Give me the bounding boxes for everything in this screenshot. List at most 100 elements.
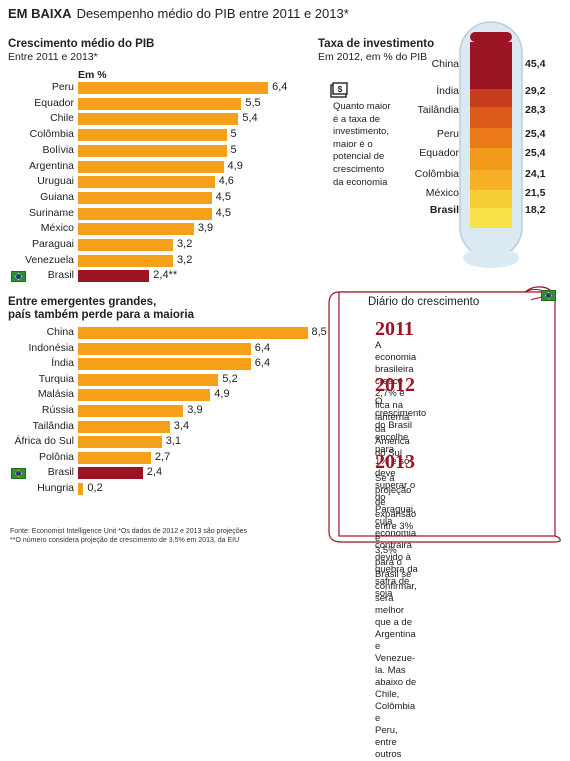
emerging-growth-value: 3,1 (165, 435, 181, 448)
gdp-growth-value: 4,5 (215, 206, 231, 219)
emerging-growth-value: 3,9 (187, 404, 203, 416)
thermometer-band (470, 42, 512, 89)
investment-country-label: Índia (436, 85, 459, 97)
thermometer-band (470, 128, 512, 148)
gdp-growth-bar (78, 254, 174, 267)
investment-country-label: Tailândia (417, 104, 459, 116)
investment-country-label: China (431, 58, 459, 70)
gdp-growth-bar-chart: Peru 6,4 Equador 5,5 Chile 5,4 Colômbia 5 Bolívi… (0, 0, 300, 290)
gdp-growth-value: 4,9 (227, 159, 243, 172)
chart2-title-line2: país também perde para a maioria (8, 309, 194, 321)
emerging-growth-bar (78, 389, 211, 402)
diary-year: 2013 (375, 451, 415, 473)
money-icon: $ (330, 82, 348, 98)
emerging-growth-bar (78, 436, 162, 449)
gdp-growth-bar (78, 207, 212, 220)
gdp-growth-value: 3,9 (197, 222, 214, 235)
svg-text:$: $ (338, 85, 343, 94)
investment-note-line: investimento, (333, 126, 389, 138)
emerging-growth-bar (78, 342, 251, 355)
emerging-growth-label: Brasil (47, 466, 74, 479)
emerging-growth-value: 3,4 (173, 419, 190, 432)
emerging-growth-label: Malásia (37, 388, 74, 401)
chart2-title: Entre emergentes grandes, (8, 296, 157, 308)
emerging-growth-label: Turquia (38, 372, 74, 385)
emerging-growth-value: 8,5 (311, 326, 327, 338)
gdp-growth-label: Equador (34, 96, 74, 109)
investment-thermometer (459, 21, 523, 268)
emerging-growth-bar (78, 467, 143, 480)
gdp-growth-bar (78, 97, 242, 110)
investment-note-line: potencial de (333, 151, 385, 163)
gdp-growth-label: México (40, 222, 74, 235)
gdp-growth-label: Colômbia (29, 128, 74, 141)
emerging-growth-bar (78, 405, 184, 417)
emerging-growth-bar (78, 358, 251, 371)
diary-entry-line: la. Mas abaixo de Chile, Colômbia e (375, 665, 417, 724)
gdp-growth-value: 5,4 (242, 112, 258, 125)
chart1-subtitle: Entre 2011 e 2013* (8, 51, 98, 63)
thermometer-band (470, 107, 512, 128)
emerging-growth-value: 0,2 (87, 482, 103, 494)
investment-value: 25,4 (525, 147, 546, 159)
diary-entry-text: A economia brasileira cresce 2,7% e fica … (375, 340, 416, 460)
gdp-growth-value: 4,5 (215, 190, 231, 203)
investment-value: 28,3 (525, 104, 546, 116)
diary-entry-line: melhor que a de Argentina e Venezue- (375, 605, 416, 664)
chart3-title: Taxa de investimento (318, 38, 435, 50)
gdp-growth-bar (78, 176, 215, 189)
gdp-growth-label: Guiana (40, 190, 74, 203)
investment-note-line: é a taxa de (333, 113, 381, 125)
page-title: EM BAIXA Desempenho médio do PIB entre 20… (8, 6, 349, 21)
gdp-growth-label: Suriname (29, 206, 74, 219)
investment-country-label: México (425, 187, 459, 199)
emerging-growth-value: 2,7 (154, 450, 171, 463)
emerging-growth-value: 6,4 (254, 357, 271, 370)
investment-country-label: Brasil (429, 204, 459, 216)
gdp-growth-bar (78, 144, 227, 157)
gdp-growth-bar (78, 239, 174, 251)
investment-note-line: crescimento (333, 163, 385, 175)
investment-country-label: Colômbia (414, 168, 459, 180)
gdp-growth-value: 5 (230, 128, 237, 141)
brazil-flag-icon (11, 271, 26, 283)
diary-entry-line: 3,5% para o Brasil se confirmar, será (375, 545, 417, 604)
gdp-growth-value: 2,4** (153, 269, 178, 282)
emerging-growth-label: Hungria (37, 482, 74, 494)
emerging-growth-value: 4,9 (214, 388, 230, 401)
chart1-title: Crescimento médio do PIB (8, 38, 155, 50)
gdp-growth-label: Chile (50, 112, 74, 125)
gdp-growth-label: Argentina (29, 159, 74, 172)
gdp-growth-bar (78, 160, 224, 173)
emerging-growth-label: Índia (51, 357, 74, 370)
emerging-bar-chart: China 8,5 Indonésia 6,4 Índia 6,4 Turquia 5,2 Ma… (0, 0, 330, 520)
gdp-growth-bar (78, 113, 239, 126)
investment-value: 29,2 (525, 85, 546, 97)
emerging-growth-bar (78, 483, 84, 495)
diary-entry-line: O crescimento do Brasil encolhe para (375, 396, 427, 455)
investment-note-line: maior é o (333, 138, 373, 150)
gdp-growth-label: Paraguai (31, 238, 74, 250)
gdp-growth-bar (78, 191, 212, 204)
investment-value: 25,4 (525, 128, 546, 140)
diary-entry-text: Se a projeção de expansão entre 3% e 3,5%… (375, 473, 417, 761)
gdp-growth-label: Brasil (47, 269, 74, 282)
brazil-flag-icon (11, 468, 26, 480)
diary-book (328, 286, 561, 543)
investment-value: 45,4 (525, 58, 546, 70)
chart3-subtitle: Em 2012, em % do PIB (318, 51, 428, 63)
emerging-growth-label: Indonésia (28, 341, 74, 354)
investment-country-label: Equador (419, 147, 459, 159)
investment-value: 24,1 (525, 168, 546, 180)
gdp-growth-value: 6,4 (272, 81, 288, 93)
thermometer-band (470, 208, 512, 228)
diary-entry-line: Se a projeção de expansão entre 3% e (375, 473, 417, 544)
emerging-growth-bar (78, 420, 170, 433)
emerging-growth-value: 5,2 (222, 372, 238, 385)
emerging-growth-value: 6,4 (254, 341, 271, 354)
gdp-growth-bar (78, 82, 269, 94)
diary-title: Diário do crescimento (368, 296, 480, 308)
gdp-growth-label: Bolívia (42, 143, 74, 156)
investment-note: Quanto maior é a taxa de investimento, maio… (333, 101, 391, 189)
thermometer-band (470, 89, 512, 107)
